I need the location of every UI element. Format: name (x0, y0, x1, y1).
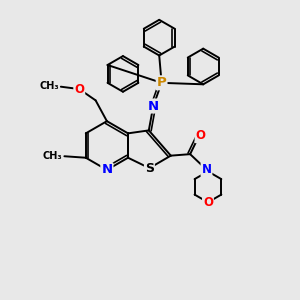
Text: CH₃: CH₃ (40, 81, 59, 91)
Text: O: O (203, 196, 213, 209)
Text: N: N (148, 100, 159, 112)
Text: CH₃: CH₃ (42, 151, 62, 161)
Text: N: N (202, 163, 212, 176)
Text: P: P (157, 76, 166, 89)
Text: S: S (145, 162, 154, 175)
Text: O: O (196, 129, 206, 142)
Text: N: N (101, 164, 112, 176)
Text: O: O (74, 82, 84, 96)
